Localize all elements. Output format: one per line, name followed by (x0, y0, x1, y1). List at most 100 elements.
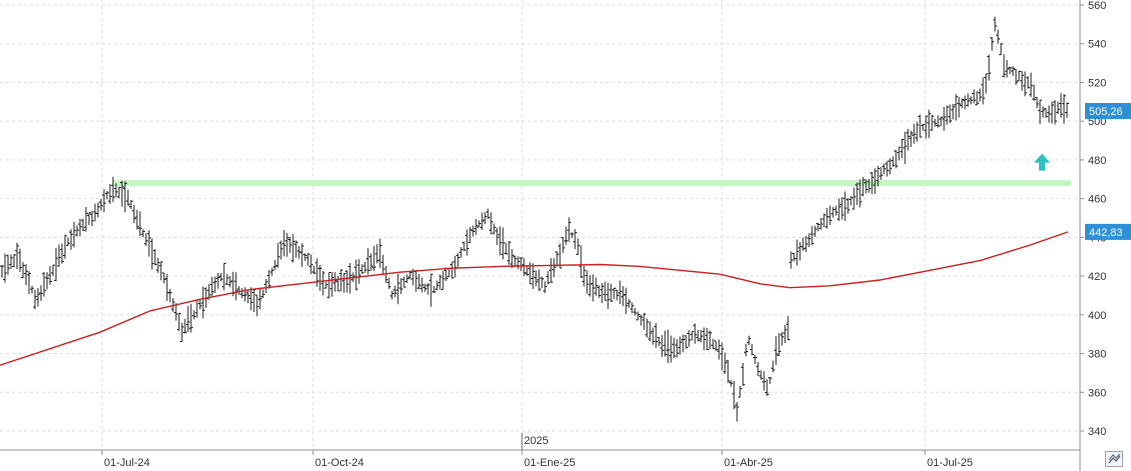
price-bar (1062, 94, 1066, 124)
price-bar (336, 276, 340, 292)
price-bar (429, 273, 433, 307)
price-bar (711, 338, 715, 350)
price-bar (45, 272, 49, 290)
price-bar (18, 248, 22, 272)
price-bar (252, 289, 256, 312)
price-bar (906, 128, 910, 151)
price-bar (294, 240, 298, 258)
price-bar (228, 275, 232, 288)
price-bar (864, 179, 868, 194)
price-bar (507, 241, 511, 265)
price-bar (210, 276, 214, 297)
price-bar (645, 318, 649, 338)
price-bar (936, 115, 940, 128)
price-bar (684, 335, 688, 349)
price-bar (627, 299, 631, 308)
price-bar (807, 233, 811, 248)
resistance-line (113, 180, 1071, 187)
price-bar (846, 197, 850, 214)
price-bar (267, 270, 271, 289)
price-bar (831, 206, 835, 218)
price-bar (105, 190, 109, 200)
price-bar (987, 54, 991, 81)
price-bar (432, 286, 436, 293)
price-bar (1002, 54, 1006, 78)
price-bar (597, 285, 601, 298)
price-bar (312, 265, 316, 275)
price-bar (225, 274, 229, 286)
price-bar (819, 218, 823, 230)
price-bar (945, 105, 949, 125)
price-bar (615, 289, 619, 301)
price-bar (510, 248, 514, 269)
price-bar (192, 310, 196, 320)
price-bar (879, 167, 883, 180)
price-bar (963, 95, 967, 110)
price-bar (921, 123, 925, 131)
price-bar (390, 290, 394, 300)
price-bar (636, 311, 640, 321)
x-axis: 01-Jul-24 01-Oct-24 01-Ene-25 01-Abr-25 01-J… (101, 450, 973, 469)
price-bar (309, 254, 313, 275)
price-bar (21, 262, 25, 279)
price-bar (957, 96, 961, 118)
price-bar (591, 274, 595, 302)
price-bar (399, 278, 403, 295)
price-bar (828, 205, 832, 226)
price-bar (714, 340, 718, 352)
price-bar (417, 273, 421, 290)
price-bar (132, 204, 136, 224)
y-axis: 340360380400420440460480500520540560 (1080, 0, 1106, 438)
price-bar (876, 165, 880, 187)
price-bar (576, 238, 580, 256)
chart-settings-button[interactable] (1105, 451, 1123, 467)
price-bar (1029, 72, 1033, 97)
price-bar (537, 269, 541, 292)
price-bar (741, 362, 745, 387)
price-bar (813, 225, 817, 238)
price-bar (492, 223, 496, 235)
price-bar (660, 335, 664, 357)
price-bar (360, 264, 364, 274)
price-bar (948, 104, 952, 124)
price-bar (219, 272, 223, 282)
last-price-badge: 505,26 (1085, 102, 1131, 119)
price-bar (558, 243, 562, 269)
price-bar (465, 229, 469, 256)
price-bar (147, 230, 151, 257)
price-bar (585, 270, 589, 294)
price-bar (66, 237, 70, 246)
price-bar (951, 103, 955, 120)
price-bar (150, 238, 154, 270)
price-bar (357, 259, 361, 284)
grid (0, 0, 1080, 450)
y-tick-label: 460 (1088, 194, 1106, 206)
price-bar (588, 275, 592, 297)
price-bar (990, 37, 994, 51)
price-bar (654, 323, 658, 348)
price-bar (525, 265, 529, 276)
price-bar (168, 288, 172, 303)
price-bar (198, 299, 202, 310)
price-bar (747, 335, 751, 346)
price-bar (129, 199, 133, 210)
price-bar (75, 225, 79, 237)
price-bar (426, 283, 430, 295)
price-bar (822, 213, 826, 228)
price-bar (87, 212, 91, 226)
price-bar (477, 220, 481, 228)
price-bar (738, 386, 742, 398)
price-bar (249, 287, 253, 311)
price-bar (30, 285, 34, 294)
price-bar (993, 16, 997, 32)
price-bar (804, 236, 808, 252)
price-bar (954, 94, 958, 121)
price-bar (666, 329, 670, 363)
price-bar (834, 205, 838, 216)
price-bar (897, 146, 901, 161)
price-bar (501, 227, 505, 260)
price-bar (483, 212, 487, 225)
price-bar (363, 261, 367, 273)
price-bar (786, 316, 790, 341)
